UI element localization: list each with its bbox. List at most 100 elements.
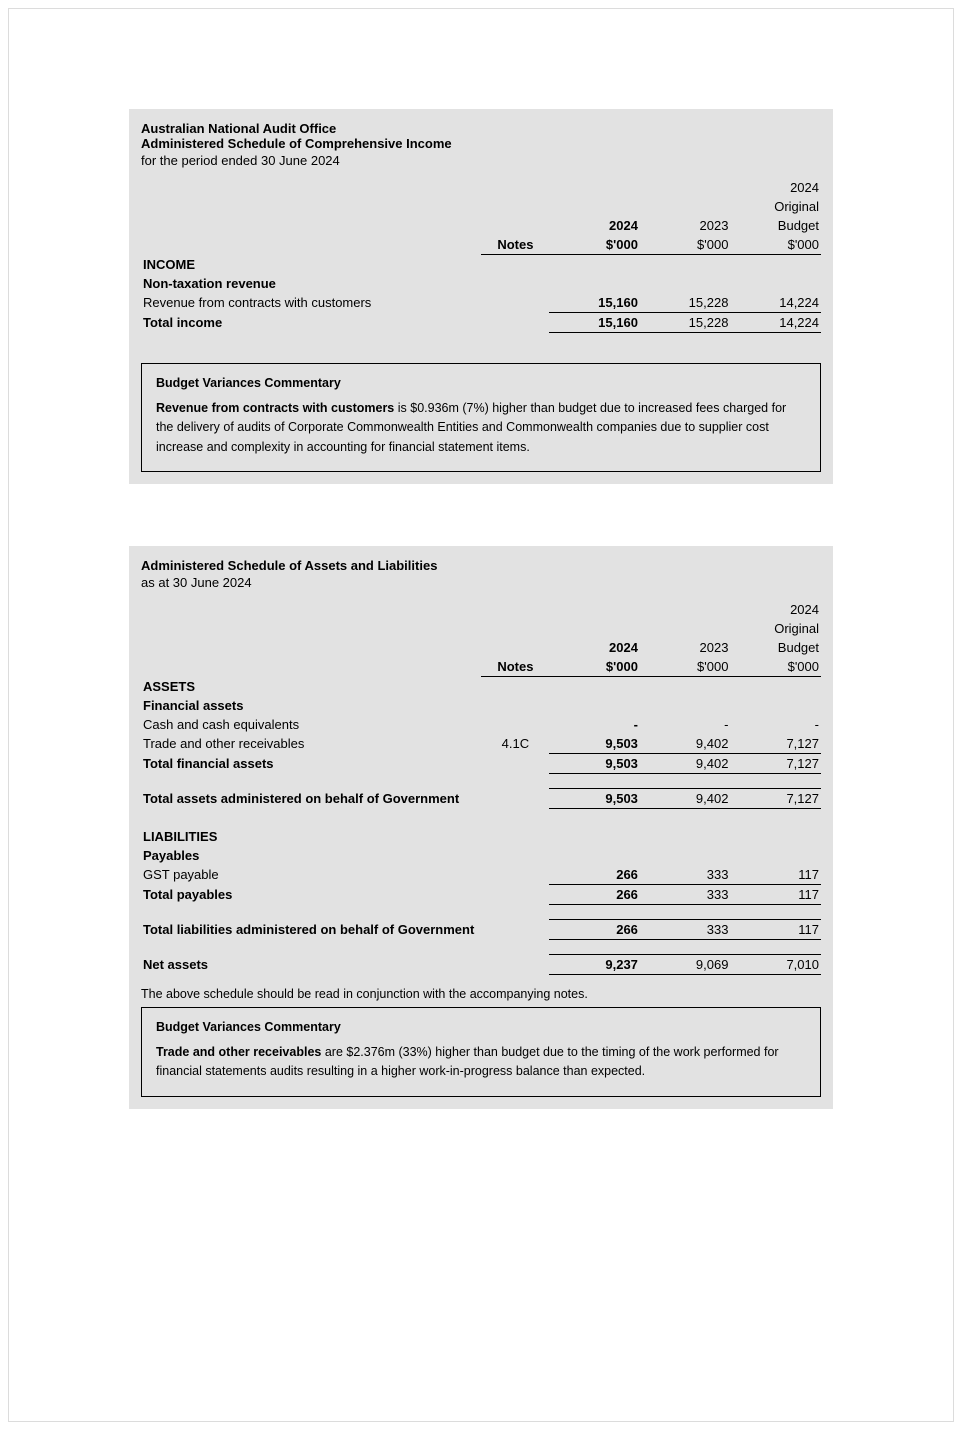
rev-contracts-label: Revenue from contracts with customers [141, 293, 481, 313]
income-header-row-1: 2024 [141, 178, 821, 197]
rev-contracts-budget: 14,224 [730, 293, 821, 313]
spacer-row-1 [141, 773, 821, 788]
trade-recv-label: Trade and other receivables [141, 734, 481, 754]
spacer-row-2 [141, 808, 821, 827]
ab-header-2024: 2024 [549, 638, 640, 657]
cash-notes [481, 715, 549, 734]
cash-2023: - [640, 715, 731, 734]
ab-header-unit-budget: $'000 [730, 657, 821, 677]
cash-budget: - [730, 715, 821, 734]
org-name: Australian National Audit Office [141, 121, 821, 136]
total-liab-gov-budget: 117 [730, 919, 821, 939]
net-assets-label: Net assets [141, 954, 481, 974]
income-section-label: INCOME [141, 255, 481, 274]
income-commentary-box: Budget Variances Commentary Revenue from… [141, 363, 821, 473]
total-fin-assets-row: Total financial assets 9,503 9,402 7,127 [141, 753, 821, 773]
net-assets-2024: 9,237 [549, 954, 640, 974]
assets-schedule-title: Administered Schedule of Assets and Liab… [141, 558, 821, 573]
income-commentary-lead: Revenue from contracts with customers [156, 401, 394, 415]
total-assets-gov-budget: 7,127 [730, 788, 821, 808]
income-section-row: INCOME [141, 255, 821, 274]
total-assets-gov-2023: 9,402 [640, 788, 731, 808]
trade-recv-2023: 9,402 [640, 734, 731, 754]
spacer-row-4 [141, 939, 821, 954]
assets-header-row-3: 2024 2023 Budget [141, 638, 821, 657]
ab-header-2023: 2023 [640, 638, 731, 657]
income-header-row-3: 2024 2023 Budget [141, 216, 821, 235]
total-fin-assets-budget: 7,127 [730, 753, 821, 773]
assets-header-row-1: 2024 [141, 600, 821, 619]
total-income-2024: 15,160 [549, 312, 640, 332]
income-schedule-block: Australian National Audit Office Adminis… [129, 109, 833, 484]
header-unit-2023: $'000 [640, 235, 731, 255]
header-notes: Notes [481, 235, 549, 255]
net-assets-row: Net assets 9,237 9,069 7,010 [141, 954, 821, 974]
income-commentary-text: Revenue from contracts with customers is… [156, 399, 806, 457]
total-income-label: Total income [141, 312, 481, 332]
assets-schedule-period: as at 30 June 2024 [141, 575, 821, 590]
cash-row: Cash and cash equivalents - - - [141, 715, 821, 734]
header-2024: 2024 [549, 216, 640, 235]
assets-footer-note: The above schedule should be read in con… [141, 987, 821, 1001]
total-income-row: Total income 15,160 15,228 14,224 [141, 312, 821, 332]
assets-header-row-2: Original [141, 619, 821, 638]
gst-payable-budget: 117 [730, 865, 821, 885]
total-assets-gov-2024: 9,503 [549, 788, 640, 808]
assets-section-label: ASSETS [141, 677, 481, 696]
total-payables-row: Total payables 266 333 117 [141, 884, 821, 904]
gst-payable-row: GST payable 266 333 117 [141, 865, 821, 885]
net-assets-2023: 9,069 [640, 954, 731, 974]
total-fin-assets-2024: 9,503 [549, 753, 640, 773]
total-liab-gov-2023: 333 [640, 919, 731, 939]
total-liab-gov-label: Total liabilities administered on behalf… [141, 919, 481, 939]
assets-commentary-title: Budget Variances Commentary [156, 1018, 806, 1037]
total-fin-assets-label: Total financial assets [141, 753, 481, 773]
fin-assets-section-label: Financial assets [141, 696, 481, 715]
budget-header-line2: Original [730, 197, 821, 216]
income-table: 2024 Original 2024 2023 Budget Notes $'0… [141, 178, 821, 333]
ab-budget-header-line2: Original [730, 619, 821, 638]
liabilities-section-row: LIABILITIES [141, 827, 821, 846]
income-header-row-2: Original [141, 197, 821, 216]
assets-commentary-lead: Trade and other receivables [156, 1045, 321, 1059]
gst-payable-notes [481, 865, 549, 885]
ab-header-notes: Notes [481, 657, 549, 677]
total-liab-gov-row: Total liabilities administered on behalf… [141, 919, 821, 939]
assets-section-row: ASSETS [141, 677, 821, 696]
income-header-row-4: Notes $'000 $'000 $'000 [141, 235, 821, 255]
rev-contracts-2023: 15,228 [640, 293, 731, 313]
assets-commentary-box: Budget Variances Commentary Trade and ot… [141, 1007, 821, 1097]
net-assets-budget: 7,010 [730, 954, 821, 974]
trade-recv-budget: 7,127 [730, 734, 821, 754]
page: Australian National Audit Office Adminis… [8, 8, 954, 1422]
gst-payable-2024: 266 [549, 865, 640, 885]
ab-header-unit-2023: $'000 [640, 657, 731, 677]
trade-recv-row: Trade and other receivables 4.1C 9,503 9… [141, 734, 821, 754]
header-2023: 2023 [640, 216, 731, 235]
header-unit-2024: $'000 [549, 235, 640, 255]
header-unit-budget: $'000 [730, 235, 821, 255]
assets-schedule-block: Administered Schedule of Assets and Liab… [129, 546, 833, 1109]
total-payables-label: Total payables [141, 884, 481, 904]
total-payables-2023: 333 [640, 884, 731, 904]
ab-header-unit-2024: $'000 [549, 657, 640, 677]
assets-header-row-4: Notes $'000 $'000 $'000 [141, 657, 821, 677]
rev-contracts-2024: 15,160 [549, 293, 640, 313]
total-income-2023: 15,228 [640, 312, 731, 332]
nontax-section-row: Non-taxation revenue [141, 274, 821, 293]
trade-recv-2024: 9,503 [549, 734, 640, 754]
ab-budget-header-line3: Budget [730, 638, 821, 657]
liabilities-section-label: LIABILITIES [141, 827, 481, 846]
rev-contracts-row: Revenue from contracts with customers 15… [141, 293, 821, 313]
total-fin-assets-2023: 9,402 [640, 753, 731, 773]
total-income-budget: 14,224 [730, 312, 821, 332]
gst-payable-2023: 333 [640, 865, 731, 885]
spacer-row-3 [141, 904, 821, 919]
gst-payable-label: GST payable [141, 865, 481, 885]
assets-commentary-text: Trade and other receivables are $2.376m … [156, 1043, 806, 1082]
total-liab-gov-2024: 266 [549, 919, 640, 939]
trade-recv-notes: 4.1C [481, 734, 549, 754]
total-payables-budget: 117 [730, 884, 821, 904]
cash-2024: - [549, 715, 640, 734]
total-assets-gov-label: Total assets administered on behalf of G… [141, 788, 481, 808]
